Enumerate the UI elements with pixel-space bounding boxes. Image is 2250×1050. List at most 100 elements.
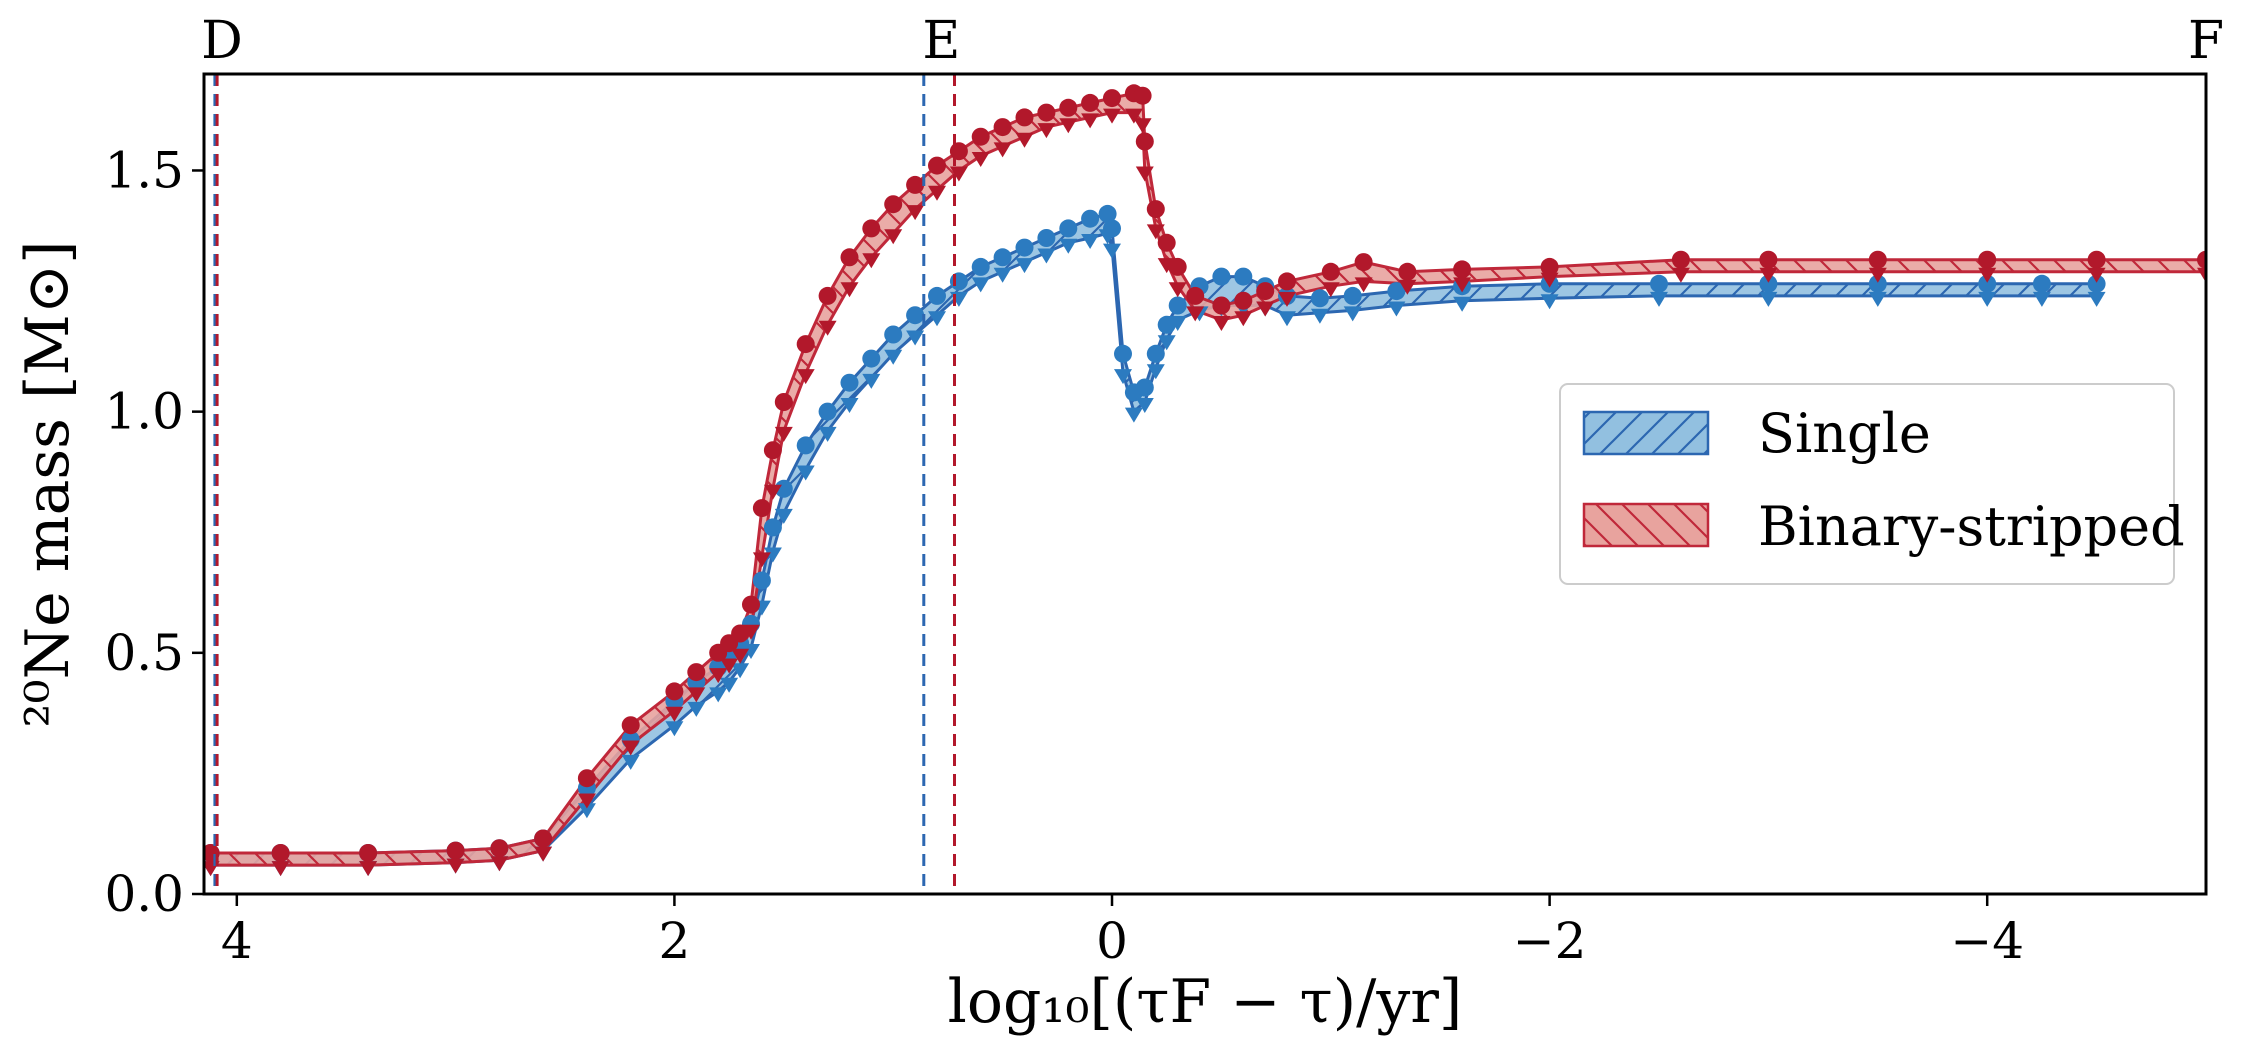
single-upper-marker	[1037, 229, 1056, 247]
single-lower-marker	[818, 426, 837, 442]
single-lower-marker	[928, 311, 946, 327]
binary-stripped-lower-marker	[621, 740, 640, 756]
single-upper-marker	[1059, 219, 1078, 238]
binary-stripped-lower-marker	[1081, 113, 1100, 129]
binary-stripped-upper-marker	[271, 844, 290, 862]
binary-stripped-upper-marker	[446, 841, 465, 860]
single-upper-marker	[840, 373, 859, 392]
single-upper-marker	[752, 571, 771, 590]
binary-stripped-lower-marker	[271, 861, 290, 877]
single-upper-marker	[993, 248, 1012, 267]
single-upper-marker	[1146, 344, 1165, 363]
binary-stripped-upper-marker	[1278, 272, 1296, 291]
binary-stripped-upper-marker	[1135, 132, 1154, 151]
binary-stripped-lower-marker	[862, 253, 881, 269]
single-upper-marker	[1759, 274, 1778, 293]
binary-stripped-lower-marker	[1059, 118, 1078, 134]
single-upper-marker	[1157, 315, 1176, 334]
single-lower-marker	[971, 277, 990, 293]
phase-vlines	[213, 74, 956, 894]
single-upper-marker	[1098, 204, 1117, 223]
binary-stripped-lower-marker	[1759, 267, 1778, 283]
binary-stripped-lower-marker	[1321, 282, 1340, 298]
binary-stripped-upper-marker	[993, 118, 1012, 137]
binary-stripped-upper-marker	[1146, 200, 1165, 219]
binary-stripped-upper-marker	[949, 142, 968, 161]
binary-stripped-upper-marker	[1354, 253, 1373, 272]
single-lower-marker	[1650, 291, 1668, 307]
binary-stripped-upper-marker	[1671, 250, 1690, 269]
single-lower-marker	[1310, 308, 1329, 324]
binary-stripped-lower-marker	[1354, 277, 1373, 293]
binary-stripped-lower-marker	[709, 668, 728, 684]
binary-stripped-lower-marker	[1868, 267, 1887, 283]
binary-stripped-upper-marker	[752, 499, 771, 518]
single-lower-marker	[1103, 243, 1121, 259]
binary-stripped-upper-marker	[1037, 103, 1056, 122]
single-lower-marker	[720, 677, 739, 693]
x-tick-label: 4	[221, 912, 253, 970]
binary-stripped-lower-marker	[796, 369, 815, 385]
binary-stripped-upper-marker	[2197, 250, 2206, 269]
y-axis-ticks: 0.0 0.5 1.0 1.5	[104, 141, 204, 923]
binary-stripped-lower-marker	[1212, 316, 1231, 331]
single-upper-marker	[796, 436, 815, 455]
binary-stripped-upper-marker	[1759, 250, 1778, 269]
single-lower-marker	[2032, 291, 2051, 307]
plot-frame	[202, 72, 2208, 896]
single-lower-marker	[1453, 296, 1472, 312]
single-lower-marker	[1978, 291, 1997, 307]
single-lower-marker	[687, 701, 706, 717]
binary-stripped-lower-marker	[1135, 166, 1154, 182]
binary-stripped-lower-marker	[687, 687, 706, 703]
binary-stripped-upper-marker	[928, 156, 946, 175]
binary-stripped-lower-marker	[1103, 108, 1121, 124]
binary-stripped-lower-marker	[1133, 118, 1152, 134]
binary-stripped-lower-marker	[2197, 267, 2206, 283]
binary-stripped-lower-marker	[577, 793, 596, 809]
y-tick-label: 1.0	[104, 383, 184, 441]
single-upper-marker	[1081, 209, 1100, 228]
binary-stripped-lower-marker	[1146, 224, 1165, 240]
legend-swatch-single-hatch	[1584, 412, 1708, 454]
single-upper-marker	[971, 257, 990, 276]
single-upper-marker	[1168, 296, 1187, 315]
binary-stripped-lower-marker	[949, 166, 968, 182]
binary-stripped-upper-marker	[359, 844, 378, 862]
single-upper-marker	[928, 286, 946, 305]
single-lower-marker	[1540, 294, 1559, 310]
x-tick-label: −2	[1513, 912, 1587, 970]
y-axis-title: ²⁰Ne mass [M⊙]	[13, 240, 83, 727]
single-lower-marker	[796, 465, 815, 481]
binary-stripped-upper-marker	[774, 393, 793, 411]
legend: Single Binary-stripped	[1559, 383, 2185, 585]
binary-stripped-lower-marker	[818, 320, 837, 336]
binary-stripped-upper-marker	[1168, 257, 1187, 276]
single-upper-marker	[763, 518, 782, 537]
binary-stripped-lower-marker	[752, 552, 771, 568]
binary-stripped-lower-marker	[1234, 311, 1253, 327]
single-lower-marker	[1387, 301, 1406, 317]
binary-stripped-upper-marker	[621, 716, 640, 735]
binary-stripped-upper-marker	[687, 663, 706, 682]
single-lower-marker	[731, 663, 750, 679]
single-lower-marker	[1124, 407, 1143, 423]
binary-stripped-upper-marker	[1453, 260, 1472, 279]
binary-stripped-upper-marker	[840, 248, 859, 267]
binary-stripped-upper-marker	[1540, 257, 1559, 276]
binary-stripped-lower-marker	[906, 205, 925, 221]
single-lower-marker	[742, 644, 760, 659]
binary-stripped-upper-marker	[1157, 233, 1176, 252]
binary-stripped-upper-marker	[665, 682, 684, 701]
single-upper-marker	[1650, 274, 1668, 293]
single-upper-marker	[1868, 274, 1887, 293]
single-lower-marker	[1168, 316, 1187, 331]
binary-stripped-lower-marker	[971, 152, 990, 167]
binary-stripped-upper-marker	[742, 595, 760, 614]
single-lower-marker	[993, 267, 1012, 283]
x-axis-title: log₁₀[(τF − τ)/yr]	[948, 967, 1463, 1037]
x-axis-ticks: 4 2 0 −2 −4	[221, 894, 2024, 970]
single-lower-marker	[1135, 398, 1154, 413]
single-lower-marker	[2087, 291, 2106, 307]
binary-stripped-upper-marker	[534, 829, 553, 848]
